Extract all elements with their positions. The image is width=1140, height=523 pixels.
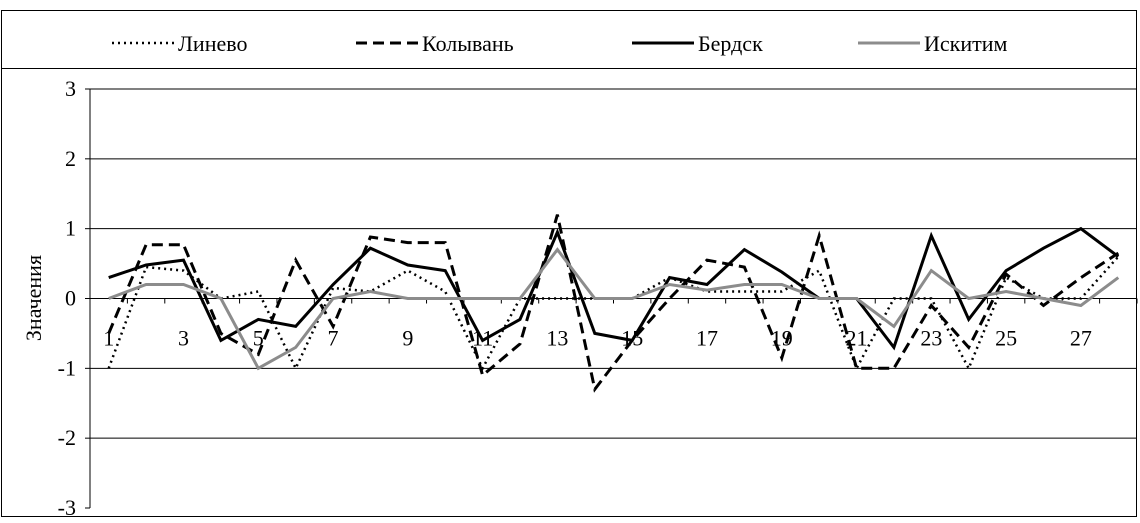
x-tick-label: 17 <box>696 326 718 351</box>
series-line-3 <box>108 226 1120 351</box>
x-tick-label: 19 <box>771 326 793 351</box>
x-tick-label: 13 <box>546 326 568 351</box>
x-tick-label: 21 <box>846 326 868 351</box>
y-tick-label: 2 <box>65 146 76 171</box>
x-tick-label: 1 <box>103 326 114 351</box>
x-tick-label: 15 <box>621 326 643 351</box>
legend-label-2: Колывань <box>422 31 514 56</box>
series-lines <box>107 214 1120 393</box>
x-tick-label: 5 <box>253 326 264 351</box>
legend-label-4: Искитим <box>924 31 1008 56</box>
legend: Линево Колывань Бердск Искитим <box>112 31 1008 56</box>
x-tick-label: 9 <box>402 326 413 351</box>
gridlines <box>90 88 1137 439</box>
x-tick-label: 27 <box>1070 326 1092 351</box>
series-line-4 <box>108 247 1120 371</box>
legend-label-3: Бердск <box>698 31 763 56</box>
y-tick-labels: 3 2 1 0 -1 -2 -3 <box>58 76 76 520</box>
y-tick-label: -2 <box>58 425 76 450</box>
y-axis-title: Значения <box>21 255 46 341</box>
y-tick-label: 3 <box>65 76 76 101</box>
x-tick-label: 23 <box>920 326 942 351</box>
x-tick-label: 11 <box>472 326 493 351</box>
x-tick-labels: 1 3 5 7 9 11 13 15 17 19 21 23 25 27 <box>103 326 1092 351</box>
series-line-2 <box>107 214 1120 393</box>
x-tick-label: 25 <box>995 326 1017 351</box>
x-tick-label: 3 <box>178 326 189 351</box>
legend-box <box>1 10 1137 69</box>
y-tick-label: 1 <box>65 216 76 241</box>
y-tick-label: 0 <box>65 286 76 311</box>
legend-label-1: Линево <box>178 31 247 56</box>
x-tick-label: 7 <box>328 326 339 351</box>
y-tick-label: -3 <box>58 495 76 518</box>
y-tick-label: -1 <box>58 355 76 380</box>
